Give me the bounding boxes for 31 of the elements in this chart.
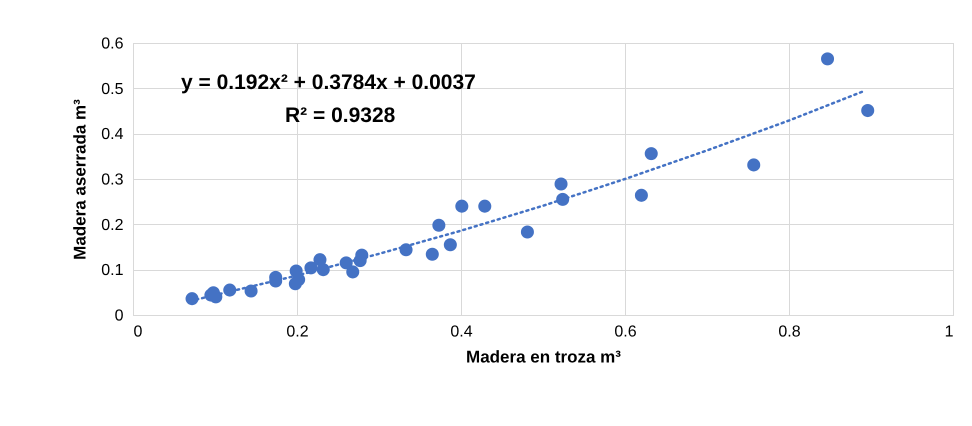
y-tick-label: 0 [114,308,124,324]
y-tick-label: 0.1 [101,262,124,280]
point [554,177,568,190]
x-tick-label: 0 [134,324,142,340]
point [432,218,446,232]
y-tick-label: 0.5 [101,80,124,98]
x-tick-label: 1 [944,324,954,340]
annotation: y = 0.192x² + 0.3784x + 0.0037 [181,71,476,94]
x-tick-label: 0.2 [286,324,309,340]
point [861,104,874,118]
y-tick-label: 0.2 [101,216,124,234]
y-tick-label: 0.6 [101,36,124,52]
point [821,52,834,66]
y-axis-title: Madera aserrada m³ [70,98,90,260]
x-tick-label: 0.8 [778,324,801,340]
annotation: R² = 0.9328 [285,104,396,127]
x-tick-label: 0.4 [450,324,473,340]
point [455,200,468,213]
y-tick-label: 0.4 [101,126,124,144]
point [520,226,534,239]
y-tick-label: 0.3 [101,172,124,188]
point [426,248,439,261]
point [478,200,492,213]
point [644,147,658,160]
x-tick-label: 0.6 [614,324,637,340]
point [444,238,457,252]
point [244,284,258,298]
point [346,265,360,278]
point [634,188,648,202]
point [747,158,760,172]
x-axis-title: Madera en troza m³ [466,348,622,366]
